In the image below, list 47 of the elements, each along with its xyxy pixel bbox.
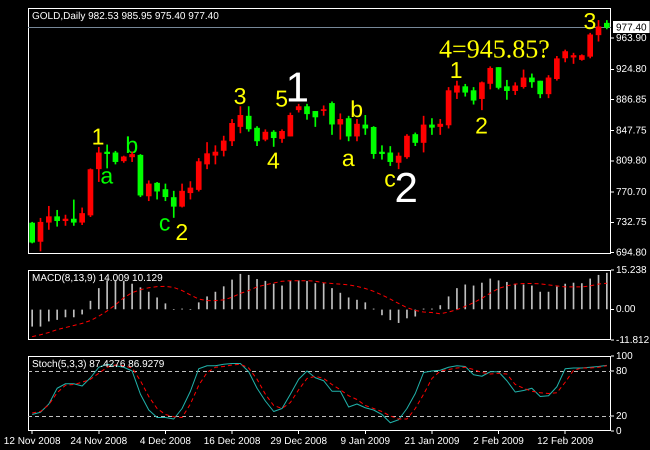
x-tick-label: 12 Feb 2009 bbox=[537, 436, 594, 447]
annotation: 3 bbox=[583, 8, 596, 34]
y-tick-label: 886.85 bbox=[616, 94, 648, 106]
y-tick-label: 963.90 bbox=[616, 32, 648, 44]
ref-line-label: 977.40 bbox=[616, 22, 648, 34]
chart-title: GOLD,Daily 982.53 985.95 975.40 977.40 bbox=[32, 10, 220, 22]
x-tick-label: 12 Nov 2008 bbox=[4, 436, 61, 447]
annotation: b bbox=[350, 96, 364, 122]
annotation: 2 bbox=[394, 164, 418, 212]
annotation: 2 bbox=[475, 112, 488, 138]
x-tick-label: 16 Dec 2008 bbox=[204, 436, 261, 447]
candlestick bbox=[62, 214, 68, 226]
y-tick-label: 80 bbox=[616, 366, 628, 377]
x-tick-label: 21 Jan 2009 bbox=[404, 436, 460, 447]
annotation: a bbox=[342, 145, 355, 172]
annotation: a bbox=[100, 162, 114, 188]
annotation: c bbox=[158, 210, 170, 236]
y-tick-label: 0 bbox=[616, 426, 622, 437]
annotation: 5 bbox=[275, 86, 288, 112]
candlestick bbox=[379, 145, 385, 160]
annotation: c bbox=[384, 165, 396, 192]
y-tick-label: 924.80 bbox=[616, 64, 648, 76]
candlestick bbox=[570, 52, 576, 64]
y-tick-label: 100 bbox=[616, 350, 634, 362]
y-tick-label: 694.80 bbox=[616, 247, 648, 258]
x-tick-label: 24 Nov 2008 bbox=[70, 436, 128, 447]
x-tick-label: 4 Dec 2008 bbox=[140, 436, 192, 447]
annotation: 1 bbox=[286, 63, 310, 110]
y-tick-label: 0.00 bbox=[616, 304, 636, 316]
y-tick-label: 732.75 bbox=[616, 217, 648, 228]
candlestick bbox=[429, 118, 435, 135]
annotation: 4 bbox=[266, 148, 280, 174]
y-tick-label: 20 bbox=[616, 410, 628, 422]
y-tick-label: -11.812 bbox=[616, 334, 650, 346]
annotation: 3 bbox=[234, 83, 246, 110]
y-tick-label: 809.80 bbox=[616, 156, 648, 167]
annotation: 1 bbox=[92, 123, 104, 150]
y-tick-label: 15.238 bbox=[616, 264, 648, 276]
x-tick-label: 9 Jan 2009 bbox=[340, 436, 390, 447]
y-tick-label: 770.70 bbox=[616, 186, 648, 198]
annotation: b bbox=[125, 132, 138, 158]
y-tick-label: 847.75 bbox=[616, 125, 648, 136]
x-tick-label: 2 Feb 2009 bbox=[473, 436, 524, 447]
x-tick-label: 29 Dec 2008 bbox=[270, 436, 328, 447]
annotation: 2 bbox=[175, 219, 188, 246]
annotation: 1 bbox=[450, 56, 462, 83]
chart-title: MACD(8,13,9) 14.009 10.129 bbox=[32, 272, 164, 284]
